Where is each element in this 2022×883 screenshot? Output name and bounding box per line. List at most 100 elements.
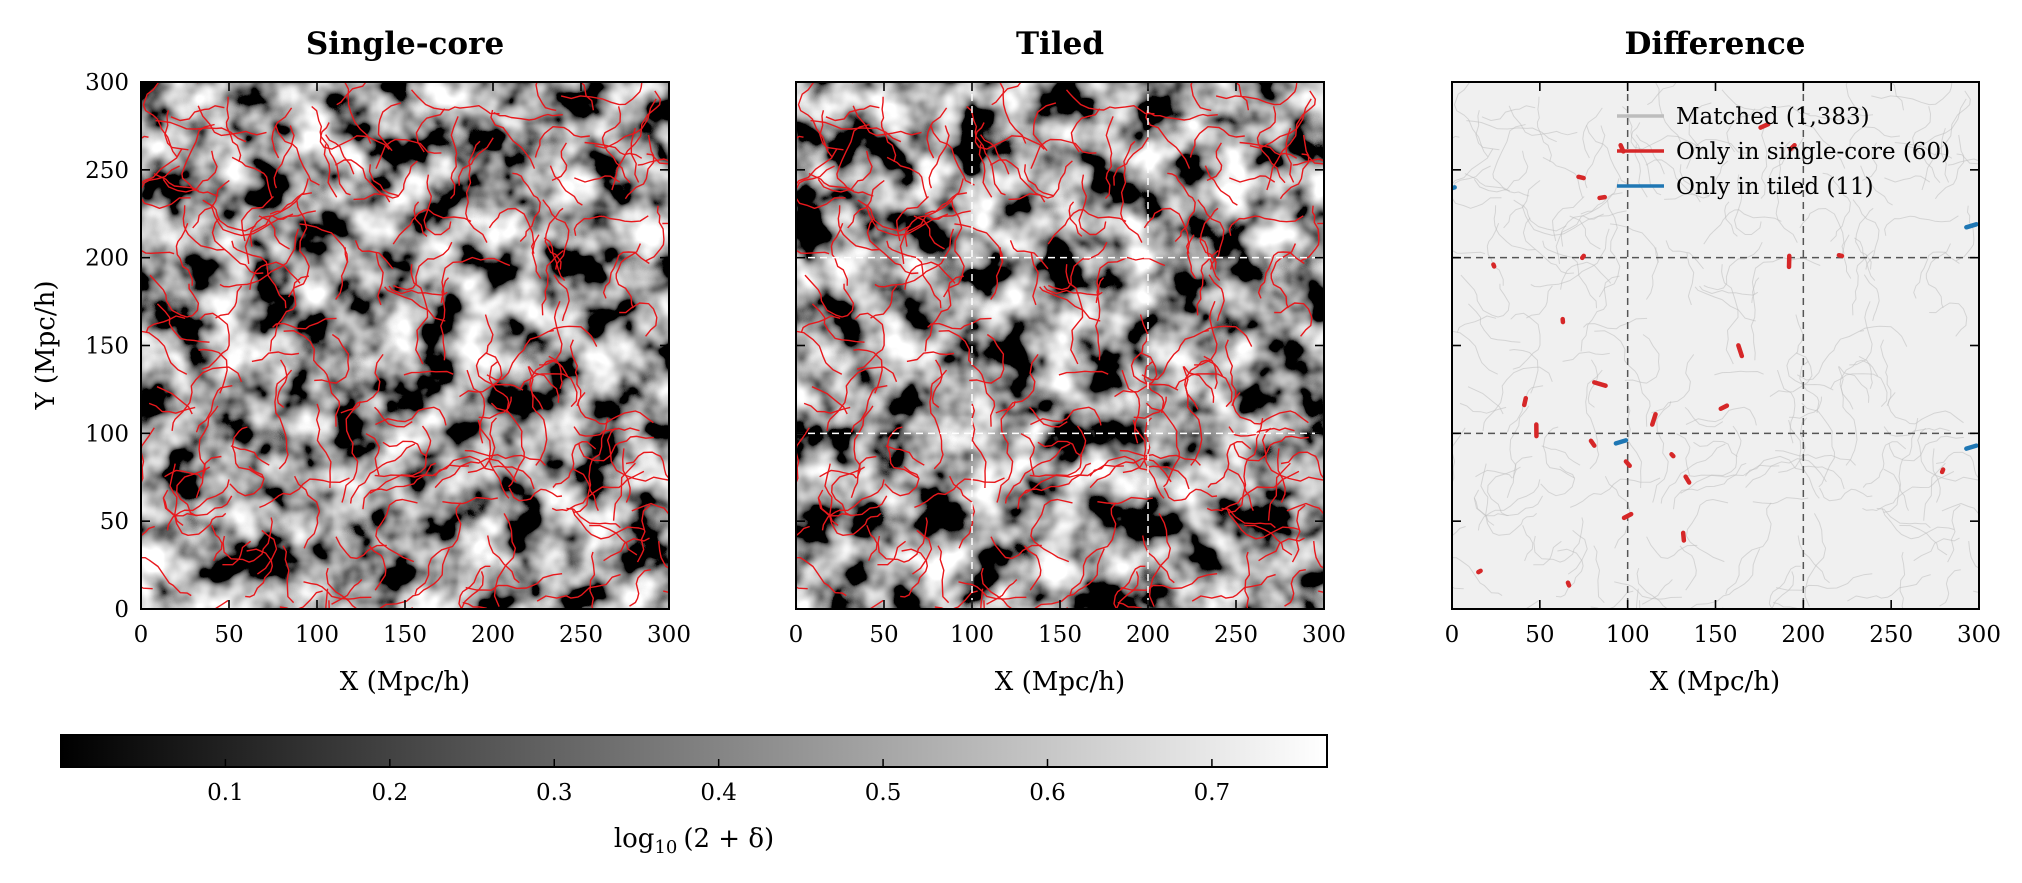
filament-segment xyxy=(1778,417,1808,473)
filament-segment xyxy=(403,370,454,376)
filament-segment xyxy=(1459,402,1507,414)
x-tick-label: 150 xyxy=(383,622,427,648)
filament-segment xyxy=(1119,449,1201,466)
filament-segment xyxy=(1686,139,1752,169)
x-tick-label: 50 xyxy=(214,622,243,648)
filament-segment xyxy=(231,156,273,198)
filament-segment xyxy=(1860,165,1893,206)
filament-segment xyxy=(1676,433,1691,476)
filament-segment xyxy=(1542,240,1597,309)
filament-segment xyxy=(1788,419,1820,499)
filament-segment xyxy=(251,351,300,363)
filament-segment xyxy=(1725,502,1772,595)
filament-segment xyxy=(478,396,512,419)
filament-segment xyxy=(231,426,265,479)
density-field-background xyxy=(141,82,669,609)
single-core-only-segment xyxy=(1650,412,1658,427)
filament-segment xyxy=(534,126,590,158)
filament-segment xyxy=(1956,153,1979,165)
filament-segment xyxy=(1641,579,1673,605)
filament-segment xyxy=(1887,392,1964,425)
filament-segment xyxy=(1838,366,1870,403)
filament-segment xyxy=(930,125,975,186)
filament-segment xyxy=(579,82,595,111)
filament-segment xyxy=(574,175,621,183)
filament-segment xyxy=(986,579,1018,605)
filament-segment xyxy=(544,207,564,270)
filament-segment xyxy=(896,195,929,242)
filament-segment xyxy=(1861,142,1878,181)
filament-segment xyxy=(1688,548,1761,609)
filament-segment xyxy=(1884,175,1931,183)
filament-segment xyxy=(1699,285,1759,296)
filament-segment xyxy=(1921,90,1971,191)
filament-segment xyxy=(211,217,264,275)
filament-segment xyxy=(854,312,885,370)
filament-segment xyxy=(1508,105,1578,136)
filament-segment xyxy=(817,489,882,536)
filament-segment xyxy=(1286,502,1324,516)
filament-segment xyxy=(375,138,442,169)
filament-segment xyxy=(1070,108,1101,153)
filament-segment xyxy=(1186,234,1197,279)
colorbar-gradient xyxy=(60,734,1328,768)
filament-segment xyxy=(1148,111,1218,121)
single-core-only-segment xyxy=(1597,194,1608,201)
filament-segment xyxy=(1745,458,1827,488)
filament-segment xyxy=(293,475,321,549)
filament-segment xyxy=(1030,406,1102,426)
filament-segment xyxy=(465,573,563,591)
filament-segment xyxy=(388,285,448,296)
x-tick-label: 0 xyxy=(134,622,149,648)
filament-segment xyxy=(162,489,227,536)
filament-segment xyxy=(365,433,380,476)
filament-segment xyxy=(1184,359,1224,410)
filament-segment xyxy=(442,496,498,505)
filament-segment xyxy=(1899,551,1906,609)
x-axis-label: X (Mpc/h) xyxy=(1650,667,1780,697)
filament-segment xyxy=(824,463,839,526)
filament-segment xyxy=(230,445,270,466)
filament-segment xyxy=(928,125,950,189)
filament-segment xyxy=(142,82,178,158)
filament-segment xyxy=(196,82,200,84)
filament-segment xyxy=(1317,222,1324,225)
filament-segment xyxy=(1912,106,1941,184)
filament-segment xyxy=(958,581,1027,600)
filament-segment xyxy=(1024,425,1087,494)
y-axis-label: Y (Mpc/h) xyxy=(31,280,61,410)
filament-segment xyxy=(837,205,880,251)
filament-segment xyxy=(1292,158,1324,166)
density-field-background xyxy=(796,82,1324,609)
tiled-only-segment xyxy=(1452,185,1457,191)
filament-segment xyxy=(1224,339,1237,407)
filament-segment xyxy=(1142,535,1175,584)
filament-segment xyxy=(311,105,351,196)
filament-segment xyxy=(1030,498,1073,563)
filament-segment xyxy=(413,201,428,237)
filament-segment xyxy=(1234,82,1250,111)
filament-segment xyxy=(1610,223,1659,263)
filament-segment xyxy=(1143,207,1190,254)
filament-segment xyxy=(1267,462,1291,521)
filament-segment xyxy=(467,417,498,474)
filament-segment xyxy=(1030,138,1097,169)
x-tick-label: 50 xyxy=(1525,622,1554,648)
filament-segment xyxy=(1526,285,1553,319)
filament-segment xyxy=(990,247,1004,300)
filament-segment xyxy=(990,536,1042,560)
filament-segment xyxy=(1664,160,1729,200)
filament-segment xyxy=(1058,370,1109,376)
filament-segment xyxy=(1819,487,1873,502)
filament-segment xyxy=(256,529,278,575)
filament-segment xyxy=(141,249,175,255)
filament-segment xyxy=(170,105,225,122)
filament-segment xyxy=(996,401,1016,503)
filament-segment xyxy=(1925,243,1951,309)
filament-segment xyxy=(202,199,294,237)
filament-segment xyxy=(619,302,658,337)
filament-segment xyxy=(1580,275,1620,352)
filament-segment xyxy=(215,285,243,319)
filament-segment xyxy=(938,330,996,427)
filament-segment xyxy=(1552,196,1585,242)
